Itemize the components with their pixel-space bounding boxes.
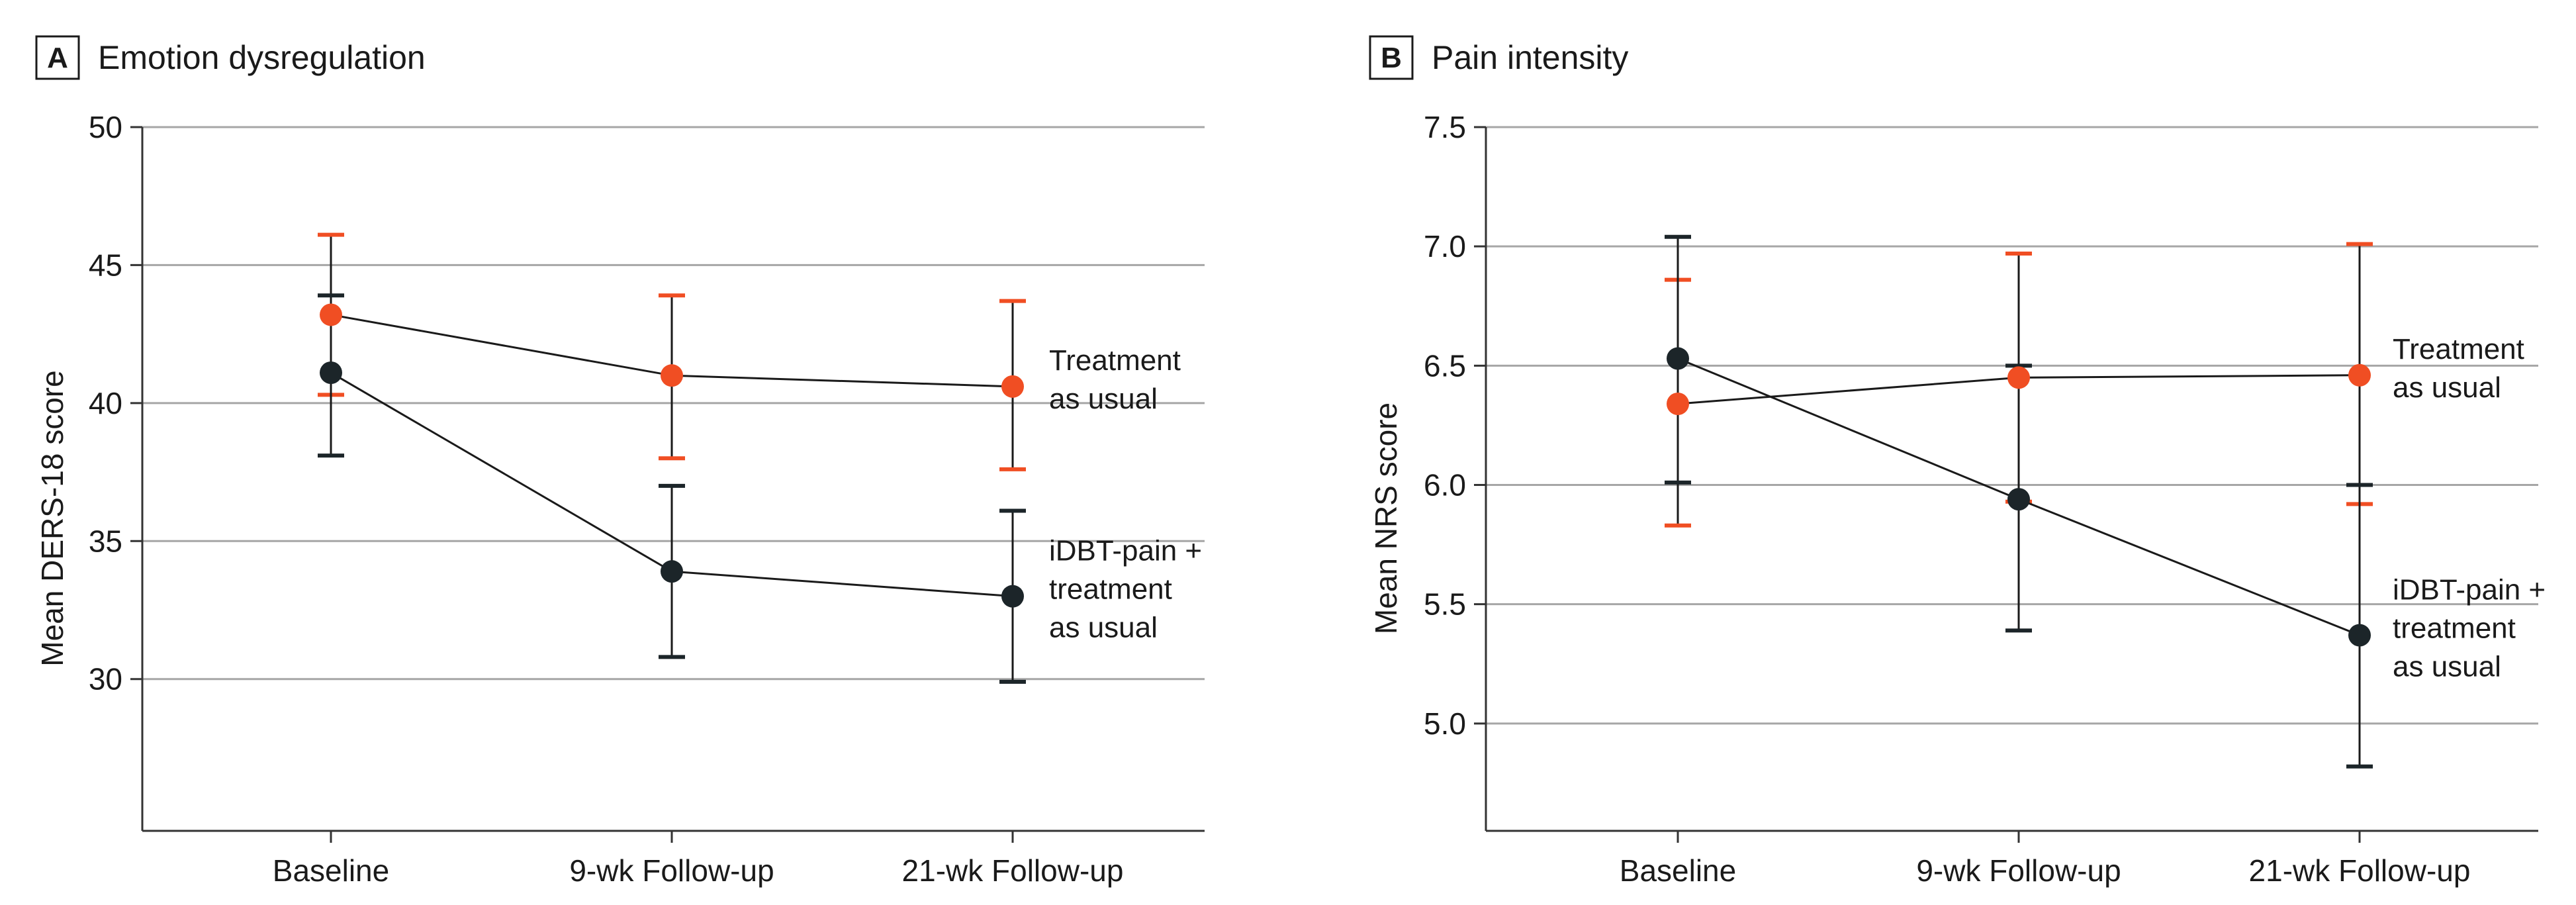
panel-a-tau-label: as usual bbox=[1049, 383, 1158, 415]
panel-a-y-axis-label: Mean DERS-18 score bbox=[35, 370, 69, 666]
panel-a-x-tick-label: 21-wk Follow-up bbox=[902, 853, 1124, 888]
panel-a-idbt-label: iDBT-pain + bbox=[1049, 535, 1202, 567]
panel-a-title: Emotion dysregulation bbox=[98, 39, 426, 76]
panel-a-tau-point bbox=[320, 303, 342, 326]
panel-a-tau-point bbox=[661, 364, 683, 387]
panel-b: B Pain intensity Mean NRS score 5.0 5.5 6.… bbox=[1369, 35, 2546, 888]
panel-b-x-tick-label: 9-wk Follow-up bbox=[1916, 853, 2121, 888]
panel-a-y-tick-label: 40 bbox=[89, 386, 122, 420]
panel-b-title: Pain intensity bbox=[1432, 39, 1628, 76]
panel-a-y-tick-label: 35 bbox=[89, 524, 122, 558]
panel-b-y-tick-label: 6.5 bbox=[1424, 348, 1466, 383]
panel-a-idbt-point bbox=[1001, 585, 1024, 608]
panel-a-idbt-label: treatment bbox=[1049, 573, 1172, 606]
panel-b-tau-point bbox=[1667, 392, 1689, 415]
panel-b-idbt-label: as usual bbox=[2393, 651, 2501, 683]
panel-a-y-tick-label: 45 bbox=[89, 248, 122, 282]
panel-b-y-tick-label: 6.0 bbox=[1424, 468, 1466, 502]
panel-b-idbt-point bbox=[1667, 347, 1689, 370]
panel-a-idbt-label: as usual bbox=[1049, 612, 1158, 644]
panel-b-y-tick-label: 5.0 bbox=[1424, 706, 1466, 741]
panel-b-tau-label: Treatment bbox=[2393, 333, 2524, 365]
panel-b-idbt-label: treatment bbox=[2393, 612, 2516, 645]
panel-b-x-tick-label: Baseline bbox=[1620, 853, 1736, 888]
panel-a: A Emotion dysregulation Mean DERS-18 sco… bbox=[35, 35, 1205, 888]
panel-a-letter: A bbox=[47, 42, 68, 74]
panel-a-x-tick-label: Baseline bbox=[273, 853, 389, 888]
panel-b-x-tick-label: 21-wk Follow-up bbox=[2249, 853, 2471, 888]
panel-b-idbt-point bbox=[2007, 488, 2030, 511]
panel-b-tau-point bbox=[2348, 363, 2371, 387]
panel-b-idbt-point bbox=[2348, 624, 2371, 647]
panel-a-idbt-point bbox=[661, 560, 683, 583]
panel-b-y-tick-label: 5.5 bbox=[1424, 587, 1466, 622]
panel-b-y-tick-label: 7.5 bbox=[1424, 110, 1466, 144]
panel-b-plot: 5.0 5.5 6.0 6.5 7.0 7.5 Baseline 9-wk Follow-up… bbox=[1424, 110, 2546, 888]
panel-b-letter: B bbox=[1381, 42, 1402, 74]
panel-b-tau-label: as usual bbox=[2393, 371, 2501, 404]
panel-b-badge bbox=[1369, 35, 1414, 80]
panel-b-idbt-label: iDBT-pain + bbox=[2393, 574, 2546, 606]
panel-a-badge bbox=[35, 35, 80, 80]
panel-b-y-axis-label: Mean NRS score bbox=[1369, 403, 1403, 634]
panel-b-tau-point bbox=[2007, 366, 2030, 389]
panel-a-tau-label: Treatment bbox=[1049, 344, 1181, 377]
panel-a-y-tick-label: 50 bbox=[89, 110, 122, 144]
panel-b-y-tick-label: 7.0 bbox=[1424, 229, 1466, 263]
panel-a-y-tick-label: 30 bbox=[89, 662, 122, 696]
panel-a-x-tick-label: 9-wk Follow-up bbox=[569, 853, 774, 888]
panel-a-idbt-point bbox=[320, 361, 342, 385]
panel-a-tau-point bbox=[1001, 375, 1024, 398]
panel-a-plot: 30 35 40 45 50 Baseline 9-wk Follow-up 21-wk Fo… bbox=[89, 110, 1205, 888]
